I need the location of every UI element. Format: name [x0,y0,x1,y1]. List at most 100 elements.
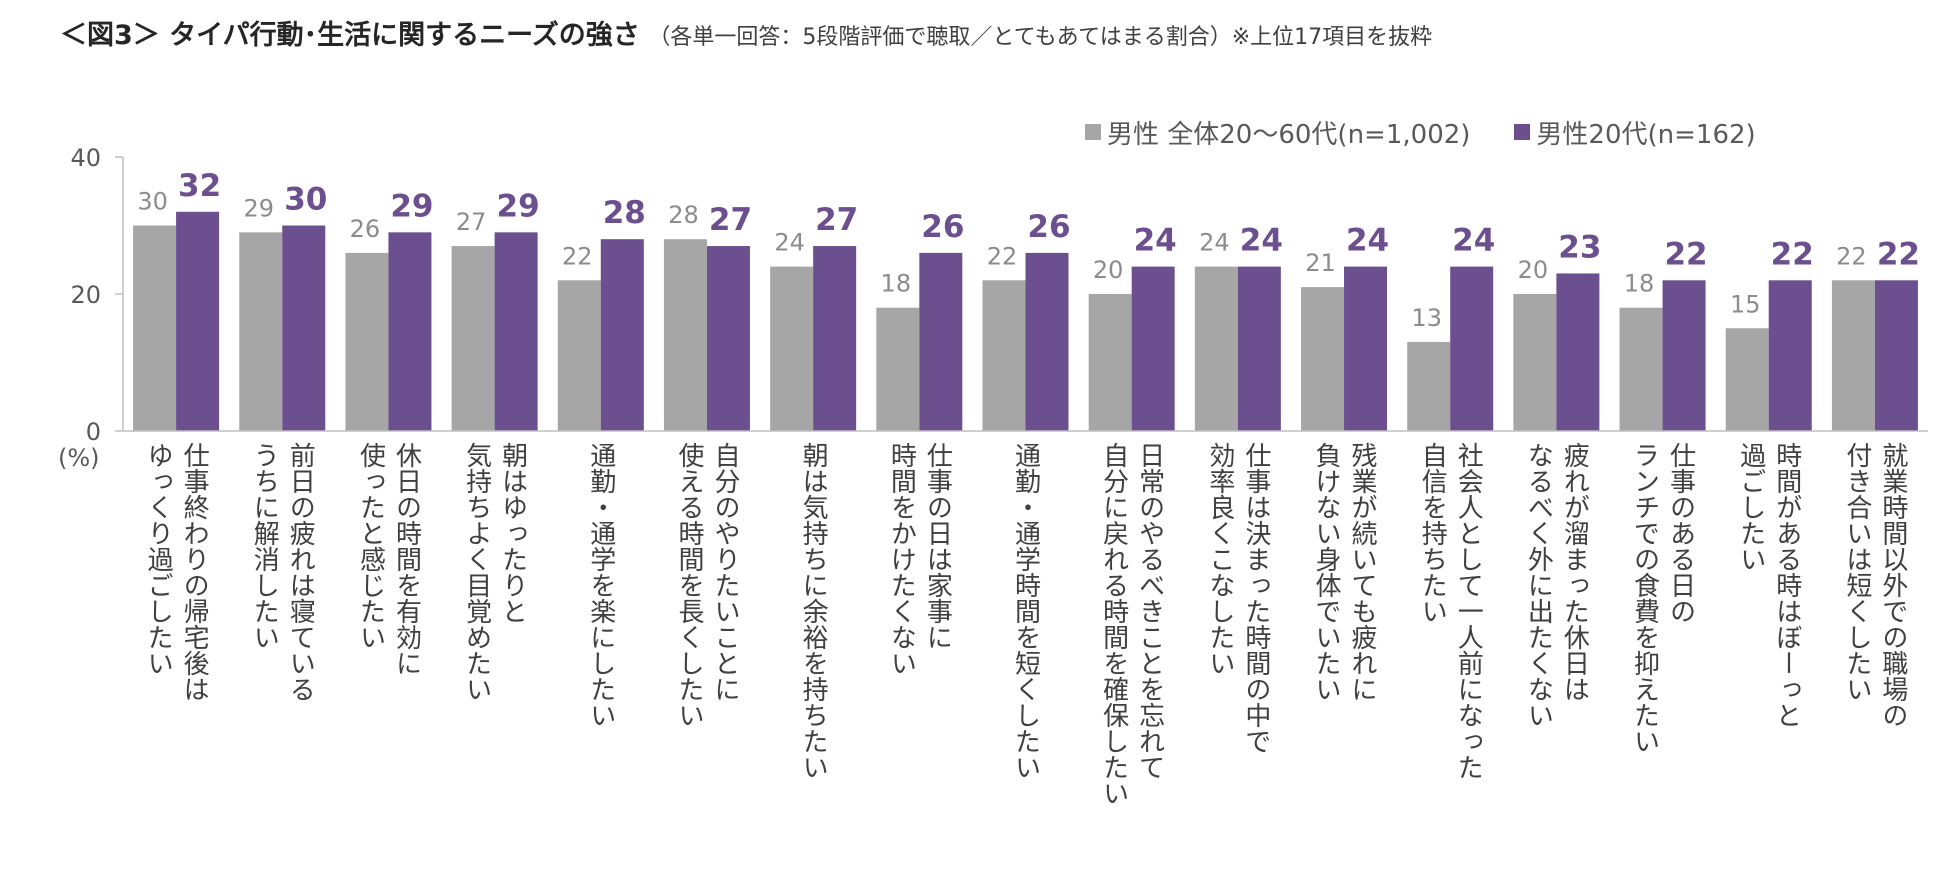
bar-20s [1450,266,1494,431]
bar-all [1301,287,1345,431]
data-label-20s: 27 [815,202,858,238]
category-label: 休日の時間を有効に 使ったと感じたい [348,442,428,862]
category-label-line: 仕事のある日の [1665,442,1696,624]
chart-title: ＜図3＞ タイパ行動･生活に関するニーズの強さ （各単一回答：5段階評価で聴取／… [60,14,1940,58]
bar-all [1407,341,1451,431]
bar-20s [813,246,857,431]
bar-20s [1556,273,1600,431]
bar-20s [1237,266,1281,431]
y-tick-label: 40 [70,144,101,172]
data-label-all: 13 [1411,304,1442,332]
category-label: 仕事終わりの帰宅後は ゆっくり過ごしたい [136,442,216,862]
data-label-all: 26 [350,215,381,243]
bar-20s [706,246,750,431]
legend-label-all: 男性 全体20～60代(n=1,002) [1107,119,1471,150]
legend: 男性 全体20～60代(n=1,002) 男性20代(n=162) [1085,112,1905,152]
bar-all [345,252,389,431]
category-label-line: ゆっくり過ごしたい [143,442,174,676]
bar-all [1194,266,1238,431]
data-label-20s: 22 [1664,236,1707,272]
data-label-all: 22 [562,242,593,270]
category-label-line: 通勤・通学時間を短くしたい [1010,442,1041,780]
category-label-line: 自信を持ちたい [1417,442,1448,624]
category-label-line: 付き合いは短くしたい [1841,442,1872,702]
data-label-all: 28 [668,201,699,229]
category-label-line: 朝は気持ちに余裕を持ちたい [798,442,829,780]
y-tick-label: 0 [86,418,101,446]
bar-all [982,280,1026,431]
data-label-20s: 24 [1346,223,1389,259]
legend-swatch-all [1085,124,1101,140]
category-label-line: 疲れが溜まった休日は [1559,442,1590,702]
data-label-all: 30 [137,188,168,216]
data-label-20s: 27 [709,202,752,238]
title-main: ＜図3＞ タイパ行動･生活に関するニーズの強さ [60,20,640,51]
bar-all [1725,328,1769,431]
bar-all [557,280,601,431]
category-label: 仕事のある日の ランチでの食費を抑えたい [1623,442,1703,862]
data-label-20s: 24 [1240,223,1283,259]
y-tick-label: 20 [70,281,101,309]
data-label-all: 20 [1093,256,1124,284]
data-label-20s: 32 [178,168,221,204]
data-label-all: 29 [243,194,274,222]
category-label-line: 前日の疲れは寝ている [285,442,316,702]
bar-all [133,225,177,431]
bar-20s [1662,280,1706,431]
bar-20s [1344,266,1388,431]
category-label: 時間がある時はぼーっと 過ごしたい [1729,442,1809,862]
data-label-20s: 24 [1134,223,1177,259]
bar-20s [1874,280,1918,431]
category-label-line: 通勤・通学を楽にしたい [585,442,616,728]
bar-all [1088,294,1132,431]
title-sub: （各単一回答：5段階評価で聴取／とてもあてはまる割合）※上位17項目を抜粋 [648,25,1433,50]
data-label-all: 15 [1730,290,1761,318]
data-label-all: 24 [774,229,805,257]
bar-20s [176,211,220,431]
bar-all [1513,294,1557,431]
category-label-line: 自分に戻れる時間を確保したい [1098,442,1129,806]
data-label-20s: 23 [1558,229,1601,265]
data-label-all: 21 [1305,249,1336,277]
category-label-line: 仕事終わりの帰宅後は [179,442,210,702]
category-label: 疲れが溜まった休日は なるべく外に出たくない [1516,442,1596,862]
category-label-line: 仕事の日は家事に [922,442,953,650]
category-label: 仕事の日は家事に 時間をかけたくない [879,442,959,862]
bar-20s [600,239,644,431]
category-label: 朝は気持ちに余裕を持ちたい [773,442,853,862]
bar-20s [919,252,963,431]
category-label: 社会人として一人前になった 自信を持ちたい [1410,442,1490,862]
category-label-line: 過ごしたい [1735,442,1766,572]
category-label-line: 時間をかけたくない [886,442,917,676]
data-label-20s: 24 [1452,223,1495,259]
category-label-line: ランチでの食費を抑えたい [1629,442,1660,754]
y-unit-label: (%) [58,444,100,472]
data-label-20s: 29 [390,188,433,224]
bar-20s [388,232,432,431]
bar-20s [1131,266,1175,431]
bar-all [663,239,707,431]
data-label-all: 22 [987,242,1018,270]
data-label-all: 18 [881,270,912,298]
category-label-line: 気持ちよく目覚めたい [461,442,492,702]
category-label: 自分のやりたいことに 使える時間を長くしたい [667,442,747,862]
data-label-20s: 26 [921,209,964,245]
category-label: 前日の疲れは寝ている うちに解消したい [242,442,322,862]
category-label-line: 休日の時間を有効に [391,442,422,676]
bar-all [770,266,814,431]
category-label: 残業が続いても疲れに 負けない身体でいたい [1304,442,1384,862]
category-label-line: なるべく外に出たくない [1523,442,1554,728]
category-label: 朝はゆったりと 気持ちよく目覚めたい [455,442,535,862]
bar-all [1831,280,1875,431]
legend-item-20s: 男性20代(n=162) [1514,114,1756,151]
category-label-line: 自分のやりたいことに [709,442,740,702]
legend-label-20s: 男性20代(n=162) [1536,119,1756,150]
legend-swatch-20s [1514,124,1531,140]
bar-20s [494,232,538,431]
data-label-20s: 29 [497,188,540,224]
category-label-line: 朝はゆったりと [497,442,528,624]
bar-20s [282,225,326,431]
data-label-all: 22 [1836,242,1867,270]
bar-all [1619,307,1663,431]
